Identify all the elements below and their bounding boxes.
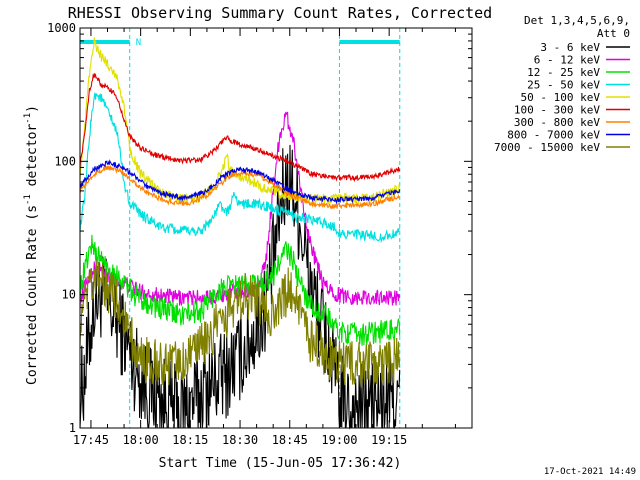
- series-line: [79, 260, 401, 388]
- series-line: [79, 111, 401, 309]
- y-axis-label-end: ): [25, 105, 40, 113]
- series-line: [79, 37, 401, 205]
- legend-entry-label: 12 - 25 keV: [527, 66, 600, 79]
- y-axis-label: Corrected Count Rate (s-1 detector-1): [23, 105, 40, 385]
- legend-entry-label: 25 - 50 keV: [527, 79, 600, 92]
- series-lines: [79, 37, 401, 430]
- x-tick-label: 18:45: [272, 433, 308, 447]
- chart-title: RHESSI Observing Summary Count Rates, Co…: [68, 4, 492, 22]
- plot-frame: [79, 27, 473, 429]
- x-tick-label: 18:30: [222, 433, 258, 447]
- legend-header: Att 0: [597, 27, 630, 40]
- y-tick-label: 100: [54, 154, 76, 168]
- legend-entry-label: 100 - 300 keV: [514, 104, 600, 117]
- legend-entry-label: 3 - 6 keV: [540, 41, 600, 54]
- night-bar-label: N: [136, 38, 141, 48]
- legend-entry-label: 7000 - 15000 keV: [494, 141, 600, 154]
- y-axis-label-main: Corrected Count Rate (s: [25, 205, 40, 385]
- series-line: [79, 92, 401, 244]
- series-line: [79, 164, 400, 210]
- y-axis-label-mid: detector: [25, 124, 40, 195]
- y-tick-label: 1000: [47, 21, 76, 35]
- y-axis-label-exp1: -1: [23, 194, 33, 205]
- y-tick-label: 1: [69, 421, 76, 435]
- series-line: [79, 72, 401, 183]
- legend-entry-label: 6 - 12 keV: [534, 54, 601, 67]
- series-line: [79, 159, 401, 205]
- legend-entry-label: 300 - 800 keV: [514, 116, 600, 129]
- legend-entry-label: 800 - 7000 keV: [507, 129, 600, 142]
- x-tick-label: 18:15: [172, 433, 208, 447]
- legend-header: Det 1,3,4,5,6,9,: [524, 14, 630, 27]
- x-tick-label: 19:00: [321, 433, 357, 447]
- timestamp: 17-Oct-2021 14:49: [544, 467, 636, 477]
- legend-entry-label: 50 - 100 keV: [521, 91, 601, 104]
- axes: 1 10 100 1000 17:45 18:00 18:15 18:30 18:45 19:00…: [47, 21, 473, 447]
- x-tick-label: 18:00: [123, 433, 159, 447]
- x-tick-label: 17:45: [73, 433, 109, 447]
- svg-text:Corrected Count Rate (s-1 dete: Corrected Count Rate (s-1 detector-1): [23, 105, 40, 385]
- y-tick-label: 10: [62, 288, 76, 302]
- x-axis-label: Start Time (15-Jun-05 17:36:42): [159, 456, 402, 471]
- x-tick-label: 19:15: [371, 433, 407, 447]
- series-line: [79, 144, 401, 430]
- y-axis-label-exp2: -1: [23, 113, 33, 124]
